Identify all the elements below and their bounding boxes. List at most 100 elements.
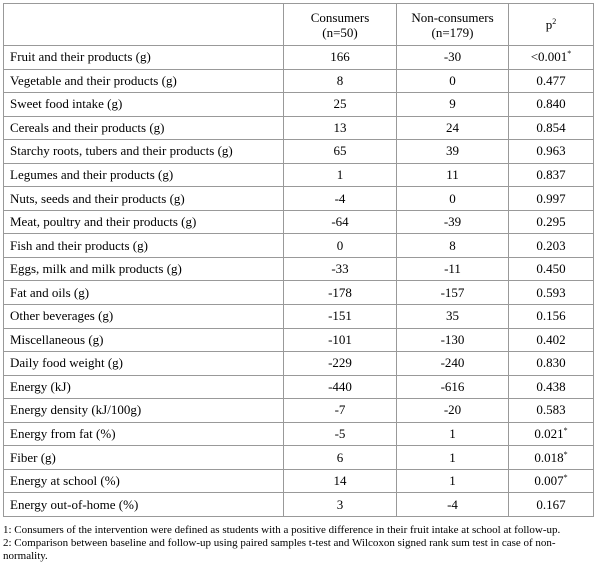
cell: 0.583 — [508, 398, 594, 423]
header-line: (n=179) — [431, 24, 474, 40]
cell: 8 — [396, 233, 509, 258]
p-value: <0.001 — [530, 49, 568, 65]
table-row: Miscellaneous (g) -101 -130 0.402 — [3, 327, 594, 353]
superscript: * — [567, 49, 572, 59]
p-value: 0.593 — [536, 284, 566, 300]
cell: 0.477 — [508, 68, 594, 94]
table-row: Fruit and their products (g) 166 -30 <0.001… — [3, 45, 594, 70]
table-row: Other beverages (g) -151 35 0.156 — [3, 304, 594, 329]
cell: <0.001* — [508, 45, 594, 70]
cell: 3 — [283, 492, 397, 517]
header-blank — [3, 3, 284, 46]
cell: 0.997 — [508, 186, 594, 211]
cell: -4 — [396, 492, 509, 517]
p-value: 0.295 — [536, 214, 566, 230]
cell: 0.156 — [508, 304, 594, 329]
cell: 0.854 — [508, 115, 594, 141]
p-value: 0.402 — [536, 331, 566, 347]
cell: 1 — [283, 162, 397, 188]
cell: 35 — [396, 304, 509, 329]
header-line: Non-consumers — [411, 9, 494, 25]
row-label: Starchy roots, tubers and their products… — [3, 139, 284, 164]
superscript: * — [563, 426, 568, 436]
table-row: Legumes and their products (g) 1 11 0.837 — [3, 162, 594, 188]
p-value: 0.583 — [536, 402, 566, 418]
p-value: 0.450 — [536, 261, 566, 277]
p-value: 0.018 — [534, 449, 564, 465]
table-row: Starchy roots, tubers and their products… — [3, 139, 594, 164]
cell: 0.018* — [508, 445, 594, 470]
table-row: Energy (kJ) -440 -616 0.438 — [3, 374, 594, 400]
header-row: Consumers (n=50) Non-consumers (n=179) p2 — [3, 3, 594, 46]
p-value: 0.837 — [536, 167, 566, 182]
cell: -4 — [283, 186, 397, 211]
row-label: Energy density (kJ/100g) — [3, 398, 284, 423]
header-cell: Non-consumers (n=179) — [396, 3, 509, 46]
cell: -157 — [396, 280, 509, 306]
cell: 0.402 — [508, 327, 594, 353]
cell: 0.021* — [508, 421, 594, 447]
cell: -5 — [283, 421, 397, 447]
cell: 11 — [396, 162, 509, 188]
row-label: Meat, poultry and their products (g) — [3, 209, 284, 235]
row-label: Fat and oils (g) — [3, 280, 284, 306]
cell: -130 — [396, 327, 509, 353]
cell: 0.830 — [508, 351, 594, 376]
cell: 6 — [283, 445, 397, 470]
p-value: 0.830 — [536, 355, 566, 371]
page: Consumers (n=50) Non-consumers (n=179) p2 … — [3, 3, 594, 563]
cell: 25 — [283, 92, 397, 117]
p-value: 0.021 — [534, 426, 564, 442]
cell: 0 — [396, 186, 509, 211]
cell: -440 — [283, 374, 397, 400]
cell: -20 — [396, 398, 509, 423]
cell: 14 — [283, 468, 397, 494]
p-value: 0.167 — [536, 496, 566, 512]
superscript: * — [563, 473, 568, 483]
header-line: Consumers — [310, 9, 370, 25]
table-row: Daily food weight (g) -229 -240 0.830 — [3, 351, 594, 376]
cell: 0.963 — [508, 139, 594, 164]
p-value: 0.963 — [536, 143, 566, 159]
cell: -229 — [283, 351, 397, 376]
cell: -240 — [396, 351, 509, 376]
table-row: Vegetable and their products (g) 8 0 0.477 — [3, 68, 594, 94]
cell: 13 — [283, 115, 397, 141]
row-label: Vegetable and their products (g) — [3, 68, 284, 94]
superscript: * — [563, 449, 568, 459]
cell: 0.450 — [508, 256, 594, 282]
cell: 0.295 — [508, 209, 594, 235]
row-label: Daily food weight (g) — [3, 351, 284, 376]
row-label: Legumes and their products (g) — [3, 162, 284, 188]
header-line: (n=50) — [322, 24, 358, 40]
cell: 0.840 — [508, 92, 594, 117]
cell: -178 — [283, 280, 397, 306]
header-cell: p2 — [508, 3, 594, 46]
row-label: Energy at school (%) — [3, 468, 284, 494]
row-label: Miscellaneous (g) — [3, 327, 284, 353]
cell: 0.593 — [508, 280, 594, 306]
cell: 65 — [283, 139, 397, 164]
cell: 9 — [396, 92, 509, 117]
table-row: Energy at school (%) 14 1 0.007* — [3, 468, 594, 494]
row-label: Fruit and their products (g) — [3, 45, 284, 70]
p-value: 0.840 — [536, 96, 566, 112]
table-row: Energy out-of-home (%) 3 -4 0.167 — [3, 492, 594, 517]
cell: 0.203 — [508, 233, 594, 258]
p-value: 0.438 — [536, 378, 566, 394]
table-row: Sweet food intake (g) 25 9 0.840 — [3, 92, 594, 117]
cell: -7 — [283, 398, 397, 423]
table-row: Fiber (g) 6 1 0.018* — [3, 445, 594, 470]
p-value: 0.007 — [534, 473, 564, 489]
cell: 0.167 — [508, 492, 594, 517]
cell: 166 — [283, 45, 397, 70]
cell: -101 — [283, 327, 397, 353]
row-label: Fiber (g) — [3, 445, 284, 470]
row-label: Energy from fat (%) — [3, 421, 284, 447]
superscript: 2 — [552, 17, 557, 26]
cell: -616 — [396, 374, 509, 400]
cell: 1 — [396, 421, 509, 447]
p-value: 0.156 — [536, 308, 566, 324]
p-value: 0.997 — [536, 190, 566, 206]
cell: 1 — [396, 468, 509, 494]
